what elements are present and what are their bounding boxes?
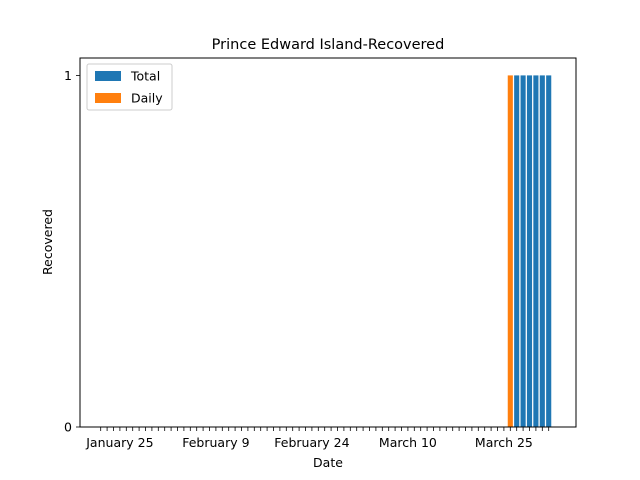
x-tick-label: March 25 — [475, 435, 533, 450]
plot-frame — [79, 57, 577, 428]
x-tick-label: February 24 — [274, 435, 349, 450]
y-tick-label: 1 — [64, 68, 72, 83]
y-axis: 01 — [64, 68, 80, 435]
legend-swatch-daily — [95, 93, 121, 103]
y-axis-label: Recovered — [40, 209, 55, 275]
legend-swatch-total — [95, 71, 121, 81]
bar-total — [546, 75, 552, 428]
legend: Total Daily — [86, 63, 173, 111]
bar-total — [539, 75, 545, 428]
bar-total — [533, 75, 539, 428]
x-tick-label: February 9 — [182, 435, 249, 450]
bar-total — [526, 75, 533, 428]
bar-daily — [507, 75, 513, 428]
x-axis-label: Date — [313, 455, 343, 470]
x-axis: January 25 February 9 February 24 March 10 M… — [85, 427, 550, 450]
bar-total — [520, 75, 526, 428]
x-tick-label: March 10 — [379, 435, 437, 450]
x-tick-label: January 25 — [85, 435, 153, 450]
bar-total — [514, 75, 520, 428]
y-tick-label: 0 — [64, 420, 72, 435]
legend-label-total: Total — [130, 69, 160, 84]
bars-layer — [507, 75, 552, 428]
legend-label-daily: Daily — [131, 91, 163, 106]
chart-title: Prince Edward Island-Recovered — [212, 37, 445, 53]
